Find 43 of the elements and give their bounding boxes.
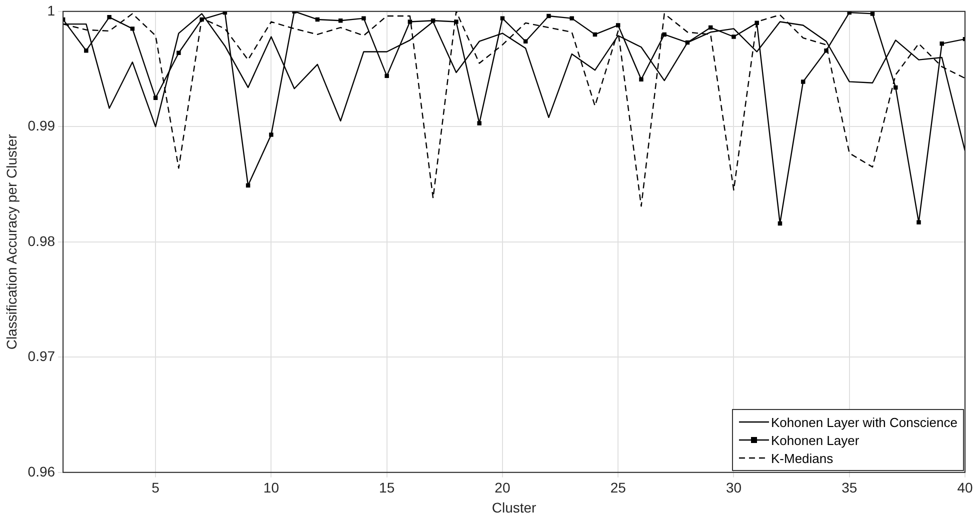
point xyxy=(639,77,644,82)
point xyxy=(732,34,736,39)
legend-label: K-Medians xyxy=(771,450,834,466)
point xyxy=(200,17,204,22)
point xyxy=(176,50,181,56)
point xyxy=(616,23,620,28)
y-axis-title: Classification Accuracy per Cluster xyxy=(3,134,20,350)
x-tick-label: 20 xyxy=(494,480,510,496)
point xyxy=(130,26,135,31)
point xyxy=(477,121,482,126)
legend-label: Kohonen Layer xyxy=(771,432,860,448)
x-tick-label: 10 xyxy=(263,480,280,496)
point xyxy=(662,32,666,37)
x-tick-label: 25 xyxy=(610,480,626,496)
point xyxy=(454,20,458,24)
point xyxy=(523,39,528,44)
x-tick-label: 15 xyxy=(379,480,395,496)
point xyxy=(546,14,551,18)
point xyxy=(800,80,806,84)
y-tick-label: 0.96 xyxy=(28,463,56,480)
y-tick-label: 0.98 xyxy=(28,232,56,249)
point xyxy=(824,48,828,53)
point xyxy=(408,20,412,24)
point xyxy=(500,16,505,20)
x-tick-label: 30 xyxy=(726,480,742,496)
point xyxy=(362,16,366,20)
x-axis-title: Cluster xyxy=(492,499,537,516)
point xyxy=(916,220,921,224)
point xyxy=(107,15,112,20)
y-tick-label: 0.97 xyxy=(28,348,56,364)
point xyxy=(384,74,389,78)
y-tick-label: 1 xyxy=(47,2,56,18)
point xyxy=(940,42,944,46)
point xyxy=(84,48,88,53)
point xyxy=(269,132,274,137)
x-tick-label: 40 xyxy=(957,480,973,496)
x-tick-label: 35 xyxy=(842,480,858,496)
x-tick-label: 5 xyxy=(152,480,160,496)
legend-label: Kohonen Layer with Conscience xyxy=(771,414,958,430)
point xyxy=(754,20,759,26)
point xyxy=(570,16,574,20)
y-tick-label: 0.99 xyxy=(28,118,56,134)
point xyxy=(153,96,158,100)
